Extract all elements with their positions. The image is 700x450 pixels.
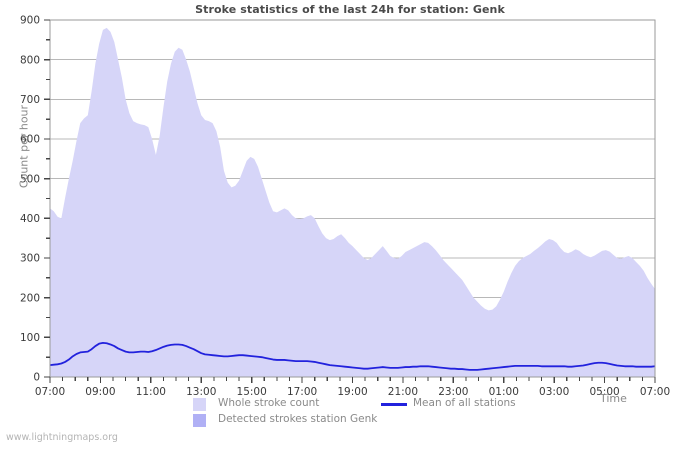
chart-title: Stroke statistics of the last 24h for st… — [195, 3, 505, 16]
x-axis-title: Time — [600, 392, 627, 405]
area-series-group — [50, 27, 655, 378]
svg-text:23:00: 23:00 — [438, 386, 468, 398]
svg-text:07:00: 07:00 — [35, 386, 65, 398]
svg-text:09:00: 09:00 — [85, 386, 115, 398]
svg-text:13:00: 13:00 — [186, 386, 216, 398]
svg-text:200: 200 — [20, 292, 40, 304]
svg-text:15:00: 15:00 — [237, 386, 267, 398]
legend-swatch-detected-strokes-station — [193, 414, 206, 427]
legend-label-detected-strokes-station: Detected strokes station Genk — [218, 413, 378, 425]
svg-text:500: 500 — [20, 173, 40, 185]
svg-text:0: 0 — [33, 372, 40, 384]
y-axis-ticks: 0 100 200 300 400 500 600 700 800 900 — [20, 15, 50, 384]
svg-text:11:00: 11:00 — [136, 386, 166, 398]
legend-label-whole-stroke-count: Whole stroke count — [218, 397, 320, 409]
svg-text:800: 800 — [20, 54, 40, 66]
y-axis-title: Count per hour — [17, 104, 31, 189]
legend-line-mean-of-all-stations — [381, 403, 407, 406]
svg-text:700: 700 — [20, 94, 40, 106]
legend-swatch-whole-stroke-count — [193, 398, 206, 411]
svg-text:21:00: 21:00 — [388, 386, 418, 398]
line-series-group — [49, 341, 656, 371]
svg-text:600: 600 — [20, 134, 40, 146]
svg-text:400: 400 — [20, 213, 40, 225]
svg-text:900: 900 — [20, 15, 40, 27]
svg-text:07:00: 07:00 — [640, 386, 670, 398]
svg-text:100: 100 — [20, 332, 40, 344]
svg-text:01:00: 01:00 — [489, 386, 519, 398]
svg-text:03:00: 03:00 — [539, 386, 569, 398]
watermark-text: www.lightningmaps.org — [6, 432, 118, 443]
svg-text:05:00: 05:00 — [589, 386, 619, 398]
svg-text:17:00: 17:00 — [287, 386, 317, 398]
svg-text:300: 300 — [20, 253, 40, 265]
x-axis-ticks: 07:00 09:00 11:00 13:00 15:00 17:00 19:00 21:00… — [35, 377, 670, 398]
svg-text:19:00: 19:00 — [337, 386, 367, 398]
legend-label-mean-of-all-stations: Mean of all stations — [413, 397, 516, 409]
